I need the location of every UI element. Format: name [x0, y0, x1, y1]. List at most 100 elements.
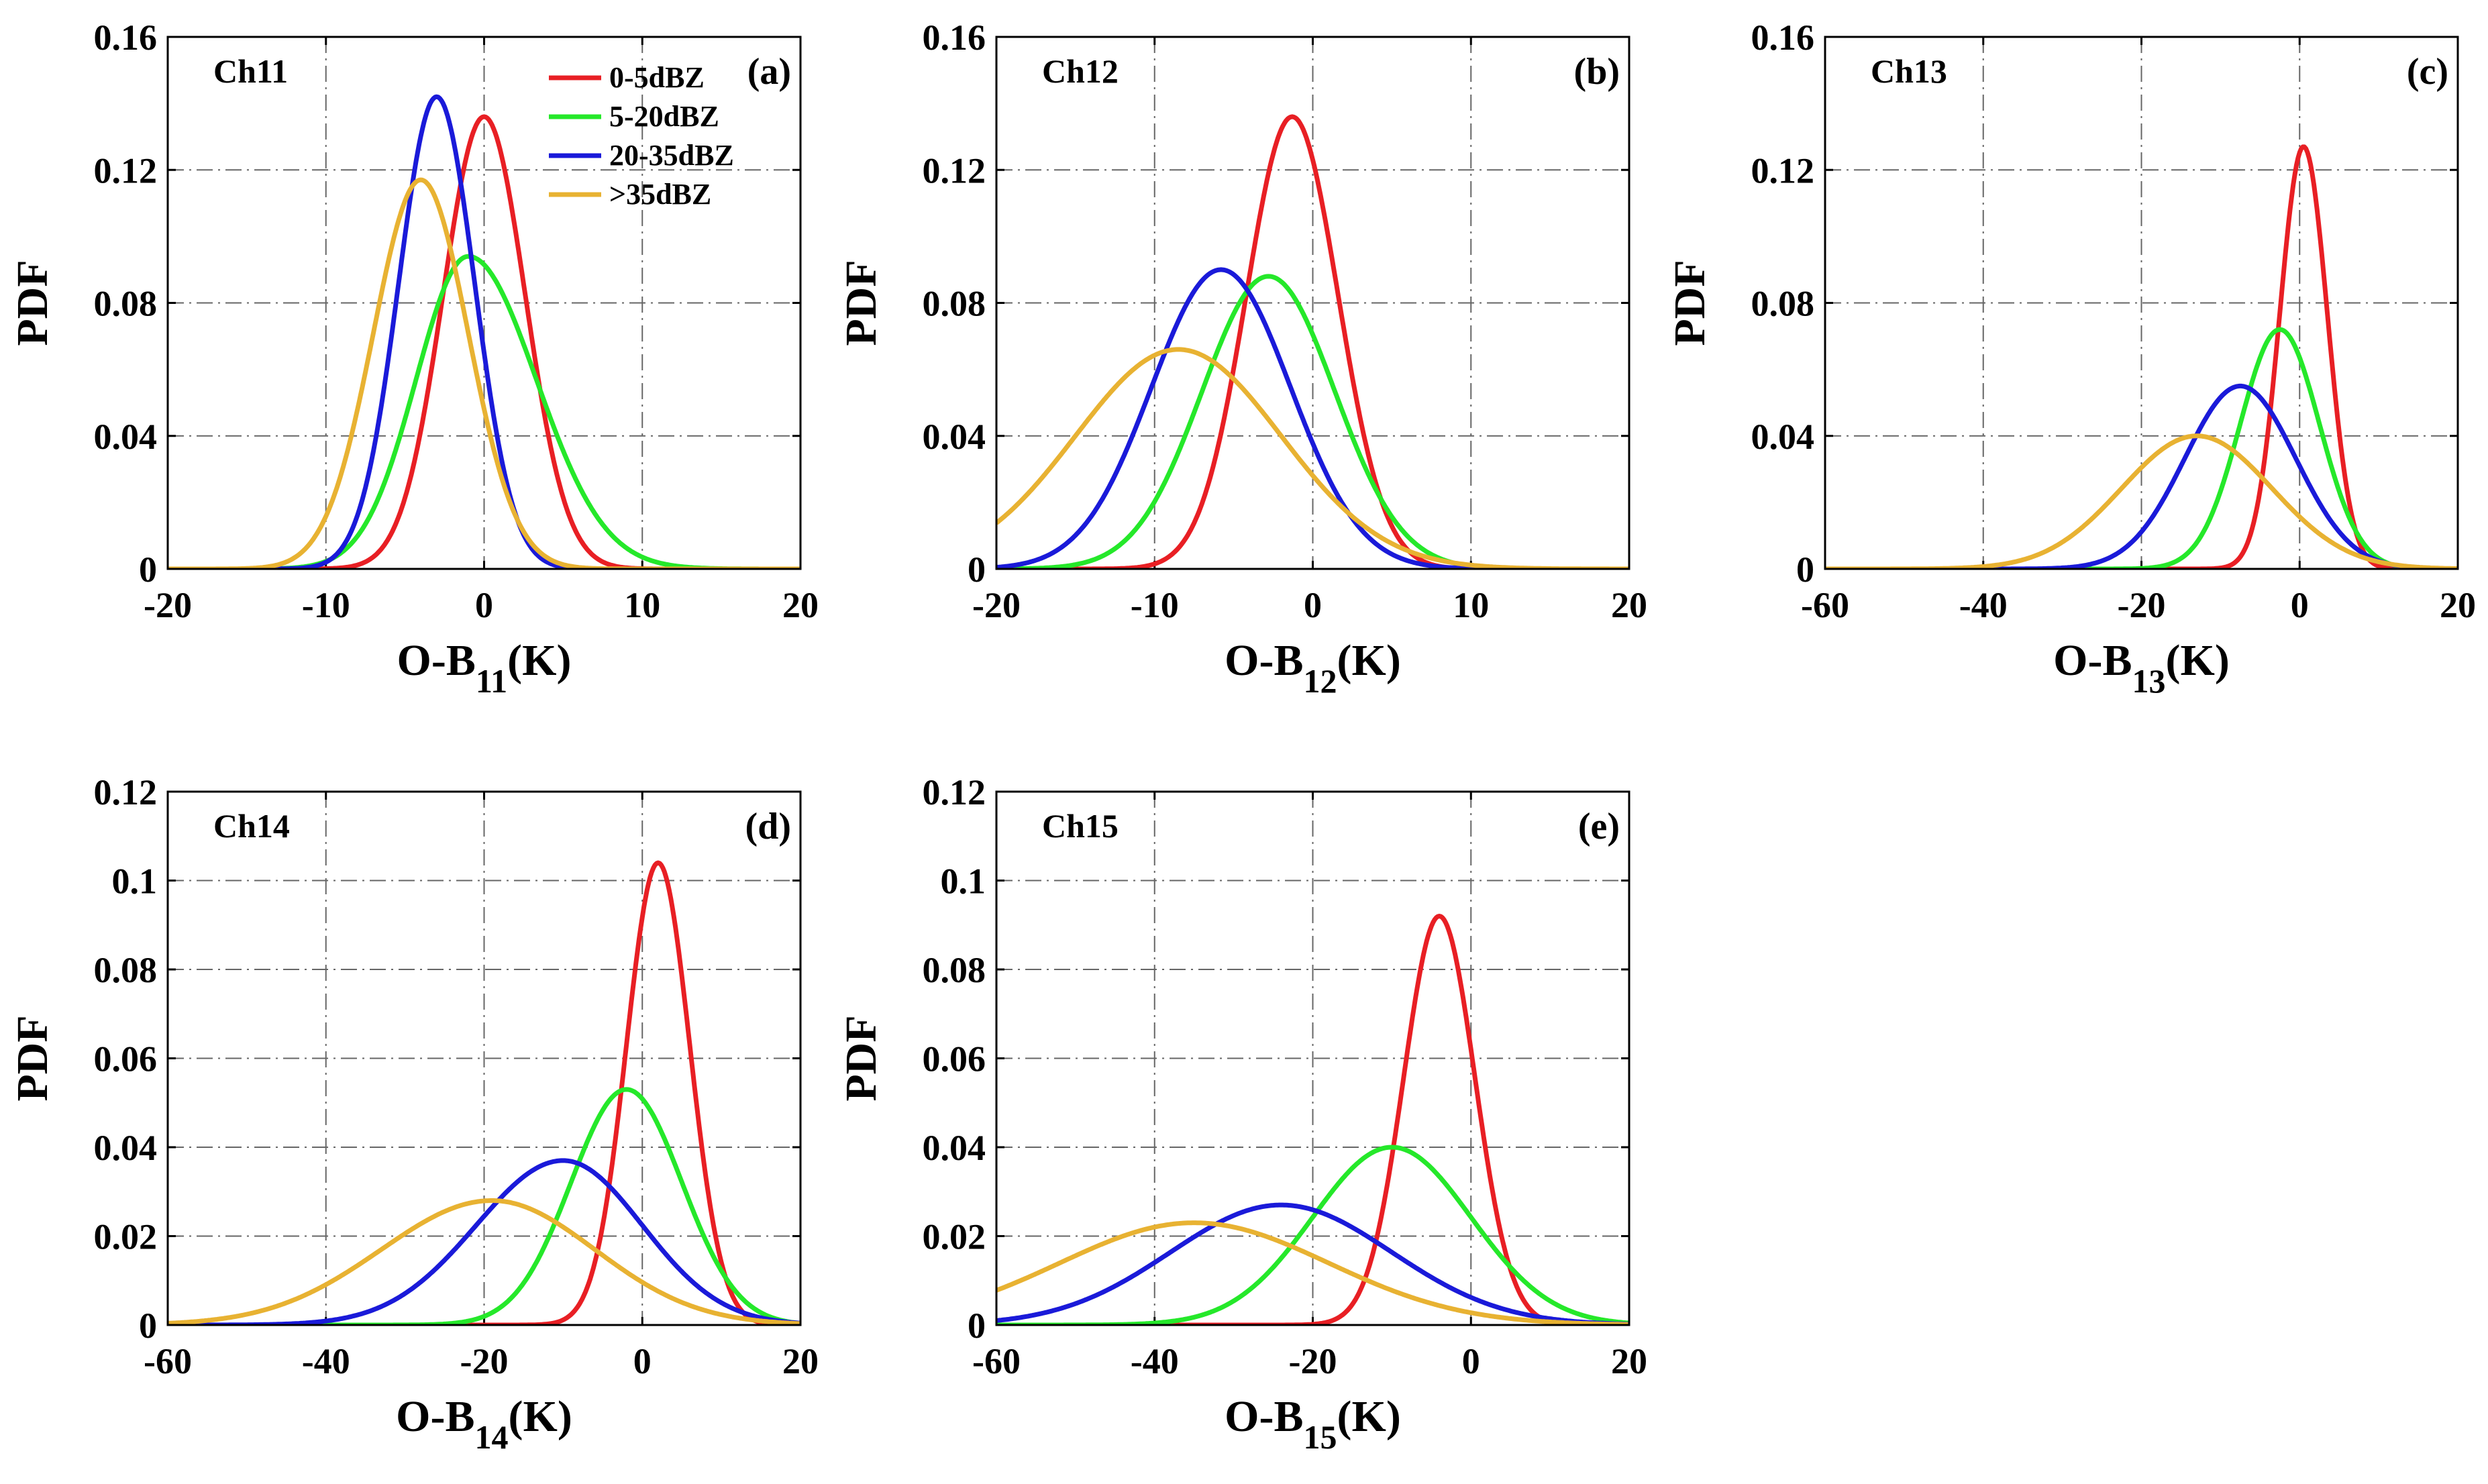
series-line-5-20dBZ — [168, 1087, 800, 1325]
x-tick-label: -40 — [302, 1341, 350, 1381]
x-tick-label: -10 — [1131, 585, 1179, 625]
y-tick-label: 0.16 — [94, 17, 158, 58]
x-axis-title-subscript: 13 — [2132, 662, 2166, 700]
y-tick-label: 0.02 — [94, 1217, 158, 1257]
x-tick-label: 0 — [1462, 1341, 1480, 1381]
y-tick-label: 0.08 — [94, 284, 158, 324]
axes-box — [1824, 36, 2459, 570]
y-tick-label: 0.06 — [94, 1039, 158, 1079]
x-tick-label: -20 — [144, 585, 192, 625]
y-tick-label: 0 — [1796, 549, 1814, 590]
x-tick-label: 20 — [782, 1341, 819, 1381]
legend-label: 20-35dBZ — [609, 139, 734, 172]
series-line-0-5dBZ — [1825, 144, 2458, 569]
x-tick-label: -60 — [1801, 585, 1849, 625]
channel-label: Ch11 — [213, 52, 288, 90]
x-axis-title-unit: (K) — [509, 1392, 572, 1441]
axes-box — [995, 790, 1630, 1326]
x-axis-title-main: O-B — [2053, 636, 2132, 685]
legend-label: 0-5dBZ — [609, 61, 705, 94]
x-axis-title: O-B11(K) — [397, 636, 572, 700]
y-tick-label: 0.1 — [112, 861, 158, 902]
x-axis-title-subscript: 11 — [476, 662, 507, 700]
x-tick-label: 20 — [2440, 585, 2476, 625]
x-axis-title-subscript: 14 — [475, 1418, 509, 1456]
x-tick-label: 20 — [1611, 1341, 1647, 1381]
y-axis-title: PDF — [8, 1015, 57, 1101]
y-tick-label: 0.06 — [923, 1039, 986, 1079]
axes-box — [166, 790, 802, 1326]
y-tick-label: 0.04 — [923, 417, 986, 457]
legend: 0-5dBZ 5-20dBZ 20-35dBZ >35dBZ — [549, 61, 734, 211]
channel-label: Ch13 — [1871, 52, 1947, 90]
y-tick-label: 0.12 — [94, 772, 158, 812]
y-tick-label: 0.12 — [94, 150, 158, 191]
axes-box — [995, 36, 1630, 570]
series-line->35dBZ — [168, 1198, 800, 1325]
panel-a: -20 -10 0 10 20 0 0.04 0.08 0.12 0.16 Ch11 (a) PDF O-… — [8, 17, 819, 700]
y-tick-label: 0.16 — [1751, 17, 1815, 58]
panel-e: -60 -40 -20 0 20 0 0.02 0.04 0.06 0.08 0.1 0.12 Ch15… — [837, 772, 1647, 1456]
y-tick-label: 0.1 — [941, 861, 986, 902]
y-tick-label: 0.04 — [923, 1128, 986, 1168]
y-axis-title: PDF — [1665, 260, 1714, 346]
y-tick-label: 0.04 — [94, 417, 158, 457]
y-tick-label: 0 — [139, 549, 157, 590]
y-tick-label: 0.02 — [923, 1217, 986, 1257]
panel-tag: (e) — [1578, 806, 1620, 847]
panel-c: -60 -40 -20 0 20 0 0.04 0.08 0.12 0.16 Ch13 (c) PDF O… — [1665, 17, 2476, 700]
x-tick-label: 0 — [633, 1341, 652, 1381]
y-tick-label: 0.12 — [1751, 150, 1815, 191]
y-tick-label: 0.12 — [923, 150, 986, 191]
series-line->35dBZ — [996, 1220, 1629, 1325]
x-axis-title: O-B14(K) — [396, 1392, 572, 1456]
series-line->35dBZ — [168, 177, 800, 569]
y-tick-label: 0.08 — [923, 950, 986, 990]
x-tick-label: 0 — [2291, 585, 2309, 625]
series-line-20-35dBZ — [1825, 383, 2458, 569]
x-axis-title: O-B13(K) — [2053, 636, 2230, 700]
legend-label: 5-20dBZ — [609, 100, 719, 133]
x-tick-label: -20 — [2118, 585, 2166, 625]
y-tick-label: 0.04 — [1751, 417, 1815, 457]
x-tick-label: 0 — [475, 585, 493, 625]
x-axis-title-main: O-B — [397, 636, 476, 685]
panel-b: -20 -10 0 10 20 0 0.04 0.08 0.12 0.16 Ch12 (b) PDF O-… — [837, 17, 1647, 700]
series-line-20-35dBZ — [996, 1202, 1629, 1325]
y-tick-label: 0.08 — [94, 950, 158, 990]
x-tick-label: -10 — [302, 585, 350, 625]
y-tick-label: 0.08 — [923, 284, 986, 324]
x-axis-title: O-B12(K) — [1225, 636, 1401, 700]
series-line-20-35dBZ — [996, 267, 1629, 569]
y-axis-title: PDF — [8, 260, 57, 346]
x-tick-label: -60 — [144, 1341, 192, 1381]
y-tick-label: 0.08 — [1751, 284, 1815, 324]
x-tick-label: 0 — [1304, 585, 1322, 625]
x-axis-title-main: O-B — [396, 1392, 474, 1441]
y-tick-label: 0 — [968, 549, 986, 590]
channel-label: Ch15 — [1042, 807, 1119, 845]
y-tick-label: 0 — [139, 1306, 157, 1346]
x-axis-title-subscript: 15 — [1304, 1418, 1337, 1456]
x-axis-title-subscript: 12 — [1304, 662, 1337, 700]
x-tick-label: 10 — [624, 585, 660, 625]
axes-box — [166, 36, 802, 570]
panel-tag: (c) — [2407, 51, 2448, 93]
channel-label: Ch14 — [213, 807, 290, 845]
y-tick-label: 0.04 — [94, 1128, 158, 1168]
channel-label: Ch12 — [1042, 52, 1119, 90]
x-tick-label: -40 — [1959, 585, 2008, 625]
panel-tag: (d) — [745, 806, 791, 847]
y-tick-label: 0.12 — [923, 772, 986, 812]
panel-tag: (a) — [747, 51, 791, 93]
x-axis-title: O-B15(K) — [1225, 1392, 1401, 1456]
x-tick-label: -40 — [1131, 1341, 1179, 1381]
x-axis-title-unit: (K) — [507, 636, 571, 685]
y-axis-title: PDF — [837, 1015, 886, 1101]
series-line-0-5dBZ — [168, 114, 800, 569]
series-line-0-5dBZ — [168, 860, 800, 1325]
x-axis-title-main: O-B — [1225, 636, 1303, 685]
x-axis-title-main: O-B — [1225, 1392, 1303, 1441]
x-axis-title-unit: (K) — [1337, 636, 1401, 685]
